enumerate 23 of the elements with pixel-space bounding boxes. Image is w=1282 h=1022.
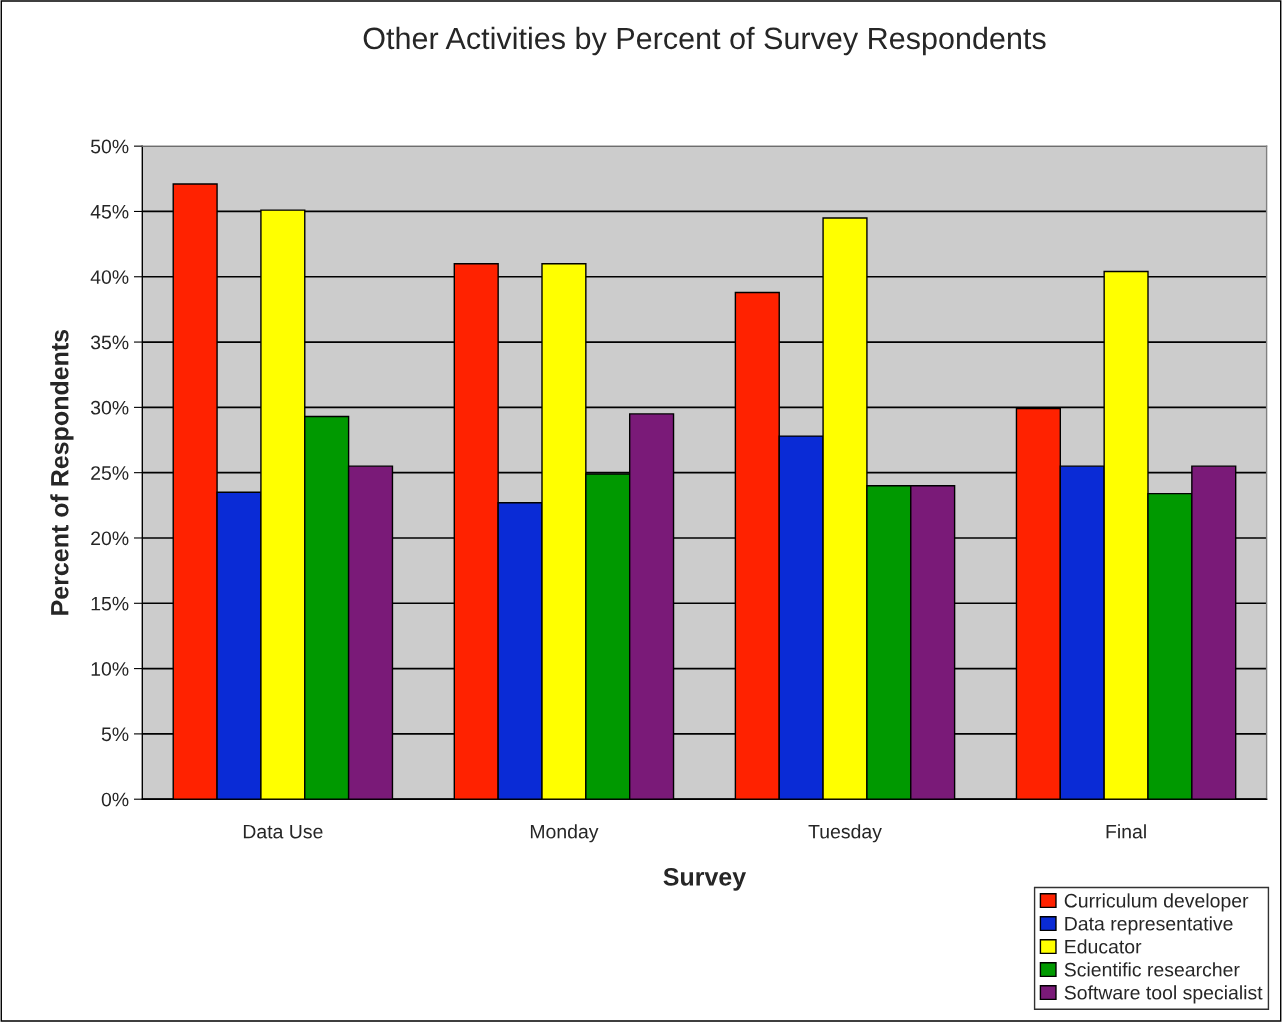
y-tick-label: 25% xyxy=(91,466,129,480)
y-tick-label: 5% xyxy=(101,727,129,742)
y-tick-label: 50% xyxy=(90,139,129,154)
chart-title: Other Activities by Percent of Survey Respondents xyxy=(363,26,1046,56)
legend-label: Curriculum developer xyxy=(1064,893,1249,912)
y-axis-title: Percent of Respondents xyxy=(50,329,74,615)
y-tick-label: 10% xyxy=(91,662,129,676)
legend-label: Software tool specialist xyxy=(1064,985,1263,1004)
y-tick-label: 45% xyxy=(90,205,129,219)
x-tick-label: Final xyxy=(1106,824,1146,839)
legend-label: Data representative xyxy=(1065,916,1233,935)
x-axis-title: Survey xyxy=(663,867,747,891)
x-tick-label: Monday xyxy=(530,824,599,843)
y-tick-label: 20% xyxy=(91,531,129,546)
x-tick-label: Data Use xyxy=(243,824,323,839)
y-tick-label: 15% xyxy=(91,596,129,611)
x-tick-label: Tuesday xyxy=(808,824,882,843)
legend-label: Scientific researcher xyxy=(1064,962,1240,977)
y-tick-label: 30% xyxy=(90,400,129,415)
legend-label: Educator xyxy=(1065,939,1142,954)
y-tick-label: 40% xyxy=(90,270,129,284)
y-tick-label: 35% xyxy=(90,335,129,350)
y-tick-label: 0% xyxy=(101,792,129,807)
